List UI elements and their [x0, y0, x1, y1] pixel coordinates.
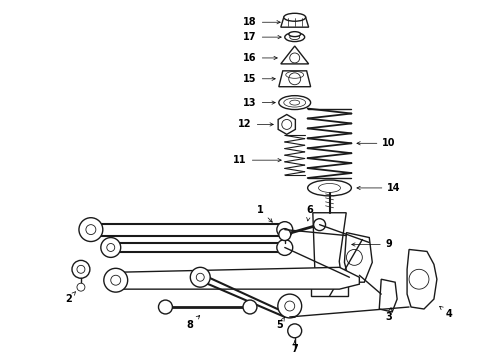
Ellipse shape [290, 35, 300, 40]
Polygon shape [278, 114, 295, 134]
Circle shape [79, 218, 103, 242]
Text: 12: 12 [238, 120, 273, 130]
Ellipse shape [284, 13, 306, 21]
Circle shape [190, 267, 210, 287]
Polygon shape [344, 233, 372, 282]
Polygon shape [379, 279, 397, 312]
Circle shape [288, 324, 302, 338]
Text: 13: 13 [243, 98, 275, 108]
Circle shape [289, 73, 301, 85]
Text: 6: 6 [306, 205, 313, 221]
Text: 9: 9 [352, 239, 392, 249]
Text: 8: 8 [187, 315, 200, 330]
Ellipse shape [285, 33, 305, 41]
Text: 16: 16 [243, 53, 277, 63]
Circle shape [158, 300, 172, 314]
Polygon shape [281, 17, 309, 27]
Text: 1: 1 [257, 205, 272, 222]
Circle shape [77, 265, 85, 273]
Polygon shape [281, 46, 309, 64]
Text: 14: 14 [357, 183, 401, 193]
Text: 4: 4 [440, 306, 452, 319]
Circle shape [285, 301, 294, 311]
Text: 11: 11 [233, 155, 281, 165]
Text: 17: 17 [243, 32, 281, 42]
Polygon shape [311, 283, 348, 296]
Circle shape [86, 225, 96, 235]
Text: 2: 2 [66, 292, 75, 304]
Circle shape [277, 239, 293, 255]
Ellipse shape [308, 180, 351, 196]
Circle shape [243, 300, 257, 314]
Circle shape [290, 53, 300, 63]
Text: 5: 5 [276, 317, 285, 330]
Circle shape [77, 283, 85, 291]
Circle shape [101, 238, 121, 257]
Text: 18: 18 [243, 17, 280, 27]
Ellipse shape [289, 32, 301, 37]
Polygon shape [116, 267, 359, 289]
Circle shape [72, 260, 90, 278]
Polygon shape [279, 71, 311, 87]
Polygon shape [407, 249, 437, 309]
Text: 15: 15 [243, 74, 275, 84]
Circle shape [409, 269, 429, 289]
Text: 7: 7 [292, 341, 298, 354]
Ellipse shape [279, 96, 311, 109]
Circle shape [104, 268, 128, 292]
Circle shape [107, 243, 115, 251]
Circle shape [111, 275, 121, 285]
Text: 3: 3 [386, 308, 392, 322]
Polygon shape [313, 213, 346, 291]
Circle shape [314, 219, 325, 231]
Circle shape [346, 249, 362, 265]
Circle shape [196, 273, 204, 281]
Circle shape [279, 229, 291, 240]
Circle shape [278, 294, 302, 318]
Circle shape [282, 120, 292, 129]
Text: 10: 10 [357, 138, 396, 148]
Circle shape [277, 222, 293, 238]
